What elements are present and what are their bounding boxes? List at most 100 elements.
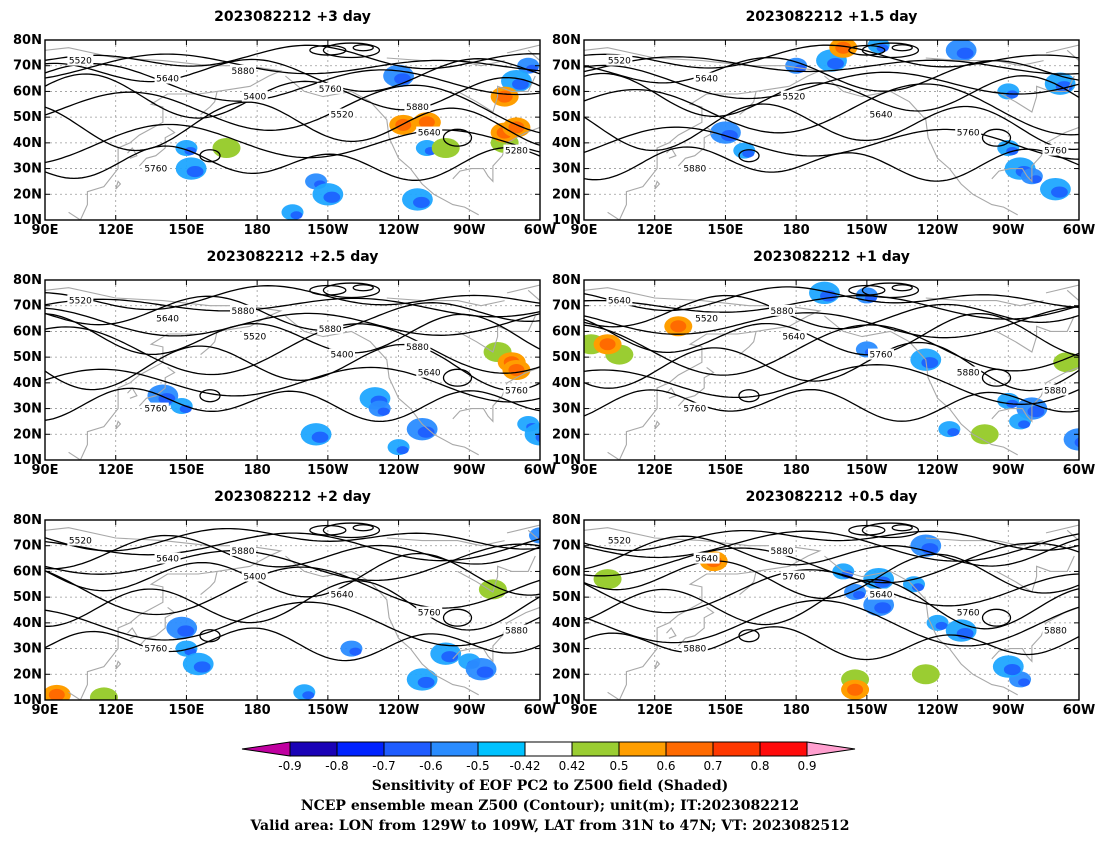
coastline <box>739 331 757 356</box>
closed-contour <box>322 282 381 299</box>
panel-frame <box>583 279 1080 461</box>
lon-tick-label: 90E <box>571 703 598 718</box>
z500-contour <box>584 542 1079 584</box>
colorbar-tick-label: 0.9 <box>797 759 816 773</box>
closed-contour <box>738 389 760 403</box>
closed-contour <box>891 284 913 292</box>
lat-tick-label: 10N <box>552 213 581 228</box>
panel-title: 2023082212 +1 day <box>753 249 910 265</box>
closed-contour <box>442 608 473 627</box>
lat-tick-label: 50N <box>552 350 581 365</box>
coastline <box>200 571 218 596</box>
panel-frame <box>583 39 1080 221</box>
contour-label-bg <box>1042 384 1069 396</box>
colorbar-swatch <box>665 741 714 757</box>
z500-contour <box>45 58 540 93</box>
lon-tick-label: 150E <box>168 703 204 718</box>
contour-label: 5400 <box>243 93 266 103</box>
orange-sensitivity-core <box>599 338 616 351</box>
z500-contour <box>584 599 1079 647</box>
contour-label: 5640 <box>156 315 179 325</box>
coastline <box>666 627 677 639</box>
colorbar-swatch <box>430 741 479 757</box>
closed-contour <box>442 368 473 387</box>
coastline <box>45 47 283 220</box>
contour-label-bg <box>868 348 894 360</box>
contour-label-bg <box>769 544 795 556</box>
closed-contour <box>891 524 913 532</box>
z500-contour <box>584 626 1079 661</box>
panel-frame <box>44 39 541 221</box>
green-sensitivity-patch <box>911 664 940 685</box>
lon-tick-label: 120W <box>917 463 958 478</box>
map-panel: 2023082212 +1 day 5640 5520 5640 5760 5880 588… <box>552 249 1095 478</box>
blue-sensitivity-patch <box>1074 437 1079 448</box>
closed-contour <box>861 522 920 539</box>
coastline <box>925 297 1044 307</box>
green-sensitivity-patch <box>593 569 622 590</box>
lat-tick-label: 40N <box>13 376 42 391</box>
coastline <box>666 387 677 399</box>
coastline <box>654 180 661 190</box>
contour-label: 5640 <box>695 555 718 565</box>
blue-sensitivity-patch <box>935 621 948 630</box>
blue-sensitivity-patch <box>1051 186 1068 198</box>
contour-label: 5880 <box>319 325 342 335</box>
blue-sensitivity-patch <box>874 602 892 614</box>
z500-contour <box>45 313 540 356</box>
contour-label: 5880 <box>1044 627 1067 637</box>
map-area: 5520 5640 5760 5640 5760 5880 5880 5880 <box>584 520 1100 700</box>
blue-sensitivity-patch <box>1080 527 1100 543</box>
lat-tick-label: 20N <box>13 667 42 682</box>
coastline <box>457 75 536 113</box>
colorbar-high-extend <box>806 741 856 757</box>
contour-label-bg <box>416 366 443 378</box>
coastline <box>285 75 479 216</box>
blue-sensitivity-patch <box>742 149 755 158</box>
contour-label-bg <box>780 330 807 342</box>
map-area: 5520 5640 5520 5640 5760 5760 5880 <box>584 40 1079 220</box>
closed-contour <box>199 629 221 643</box>
contour-label-bg <box>503 384 530 396</box>
z500-contour <box>45 101 540 152</box>
green-sensitivity-patch <box>970 424 999 445</box>
panel-title: 2023082212 +2 day <box>214 489 371 505</box>
contour-label: 5520 <box>243 333 266 343</box>
z500-contour <box>45 552 540 598</box>
coastline <box>824 315 1018 456</box>
closed-contour <box>309 284 347 296</box>
lat-tick-label: 80N <box>13 33 42 48</box>
blue-sensitivity-patch <box>349 647 362 656</box>
coastline <box>115 180 122 190</box>
coastline <box>739 571 757 596</box>
colorbar-swatch <box>477 741 526 757</box>
z500-contour <box>45 580 540 631</box>
z500-contour <box>584 529 1079 552</box>
colorbar-swatch <box>759 741 808 757</box>
closed-contour <box>352 524 374 532</box>
contour-label-bg <box>329 348 355 360</box>
lon-tick-label: 120E <box>637 463 673 478</box>
lon-tick-label: 150W <box>846 223 887 238</box>
z500-contour <box>45 366 540 403</box>
closed-contour <box>352 44 374 52</box>
blue-sensitivity-patch <box>912 583 924 592</box>
contour-label: 5760 <box>144 165 167 175</box>
contour-label-bg <box>503 624 530 636</box>
lat-tick-label: 40N <box>552 136 581 151</box>
blue-sensitivity-patch <box>524 423 540 446</box>
lat-tick-label: 40N <box>552 616 581 631</box>
map-panel: 2023082212 +1.5 day552056405520564057605… <box>552 9 1095 238</box>
contour-label-bg <box>416 126 443 138</box>
lat-tick-label: 60N <box>13 84 42 99</box>
colorbar-swatch <box>383 741 432 757</box>
z500-contour <box>584 64 1079 100</box>
coastline <box>45 287 283 460</box>
colorbar-low-extend <box>241 741 291 757</box>
contour-label: 5520 <box>782 93 805 103</box>
z500-contour <box>45 627 540 662</box>
contour-label: 5280 <box>505 147 528 157</box>
closed-contour <box>981 128 1012 147</box>
map-area: 5520 5640 5520 5400 5640 5760 5760 5880 5880 5880 <box>45 280 540 460</box>
closed-contour <box>848 284 886 296</box>
